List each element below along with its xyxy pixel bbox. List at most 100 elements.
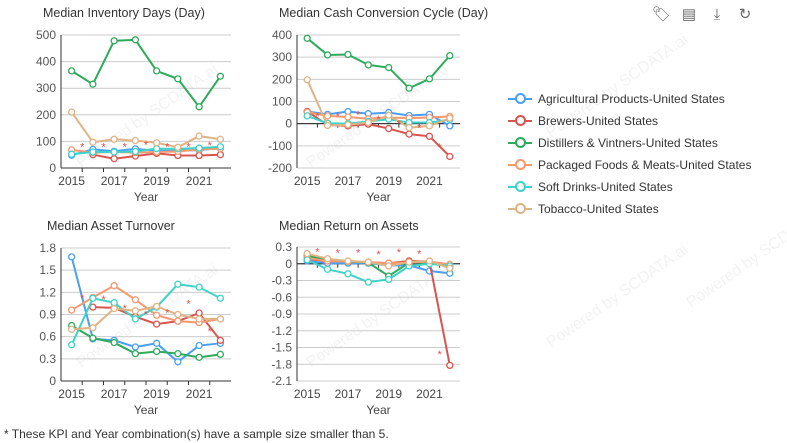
small-sample-marker: * — [144, 309, 149, 321]
x-tick-label: 2021 — [416, 174, 443, 188]
y-tick-label: 300 — [36, 81, 56, 95]
x-tick-label: 2019 — [143, 174, 170, 188]
data-point — [89, 294, 97, 302]
data-point — [131, 36, 140, 44]
data-point — [425, 122, 434, 130]
small-sample-marker: * — [144, 139, 149, 151]
data-point — [67, 108, 76, 116]
data-point — [174, 143, 182, 151]
data-point — [195, 341, 203, 350]
data-point — [152, 139, 161, 147]
y-tick-label: 0 — [49, 161, 56, 175]
data-point — [67, 325, 76, 333]
series-line — [71, 38, 222, 109]
legend-item[interactable]: Distillers & Vintners-United States — [508, 132, 751, 154]
y-tick-label: 0.9 — [39, 308, 56, 322]
legend-item[interactable]: Packaged Foods & Meats-United States — [508, 154, 751, 176]
data-point — [152, 311, 161, 319]
small-sample-marker: * — [315, 246, 320, 258]
data-point — [425, 257, 434, 265]
data-point — [67, 150, 76, 158]
data-point — [110, 37, 118, 45]
data-point — [131, 136, 140, 145]
small-sample-marker: * — [101, 141, 106, 153]
legend-label: Soft Drinks-United States — [538, 180, 673, 194]
tag-icon[interactable]: 🏷 — [652, 6, 672, 23]
chart-3: Median Return on Assets -2.1 -1.8 -1.5 -1.2 -… — [271, 219, 460, 417]
data-point — [385, 124, 393, 133]
x-axis-label: Year — [366, 403, 390, 417]
data-point — [131, 350, 140, 358]
y-tick-label: -100 — [268, 139, 292, 153]
data-point — [303, 76, 311, 84]
legend-label: Tobacco-United States — [538, 202, 659, 216]
small-sample-marker: * — [336, 247, 341, 259]
data-point — [323, 255, 332, 263]
y-tick-label: 0.3 — [275, 240, 292, 254]
x-tick-label: 2021 — [416, 387, 443, 401]
data-point — [364, 258, 372, 266]
small-sample-marker: * — [356, 247, 361, 259]
data-point — [425, 75, 434, 83]
chart-title: Median Cash Conversion Cycle (Day) — [279, 6, 488, 20]
legend-swatch — [508, 115, 532, 126]
data-point — [323, 51, 332, 59]
data-point — [131, 296, 140, 304]
y-tick-label: 500 — [36, 28, 56, 42]
data-point — [131, 307, 140, 315]
data-point — [405, 130, 413, 138]
legend-item[interactable]: Tobacco-United States — [508, 198, 751, 220]
download-icon[interactable]: ⤓ — [713, 6, 721, 23]
data-point — [446, 114, 454, 122]
small-sample-marker: * — [397, 247, 402, 259]
small-sample-marker: * — [315, 111, 320, 123]
data-point — [152, 320, 161, 328]
small-sample-marker: * — [208, 326, 213, 338]
x-tick-label: 2021 — [186, 174, 213, 188]
chart-1: Median Cash Conversion Cycle (Day) -200 -1… — [268, 6, 488, 204]
data-point — [344, 50, 352, 59]
data-point — [216, 315, 225, 323]
y-tick-label: 1.2 — [39, 285, 56, 299]
y-tick-label: -1.2 — [271, 324, 292, 338]
y-tick-label: -0.9 — [271, 307, 292, 321]
x-tick-label: 2017 — [101, 387, 128, 401]
data-point — [195, 103, 203, 111]
data-point — [174, 310, 182, 319]
legend-item[interactable]: Soft Drinks-United States — [508, 176, 751, 198]
small-sample-marker: * — [186, 141, 191, 153]
y-tick-label: -0.3 — [271, 274, 292, 288]
legend-label: Distillers & Vintners-United States — [538, 136, 718, 150]
legend-item[interactable]: Agricultural Products-United States — [508, 88, 751, 110]
data-point — [67, 341, 76, 349]
legend-label: Brewers-United States — [538, 114, 659, 128]
data-view-icon[interactable]: ▤ — [681, 6, 697, 23]
data-point — [110, 135, 118, 143]
y-tick-label: 200 — [272, 72, 292, 86]
x-tick-label: 2015 — [294, 174, 321, 188]
footnote: * These KPI and Year combination(s) have… — [4, 427, 389, 441]
data-point — [67, 306, 76, 314]
y-tick-label: 300 — [272, 50, 292, 64]
y-tick-label: 400 — [36, 55, 56, 69]
chart-0: Median Inventory Days (Day) 0 100 200 300 400… — [36, 6, 231, 204]
legend-swatch — [508, 181, 532, 192]
y-tick-label: -1.8 — [271, 357, 292, 371]
data-point — [385, 262, 393, 270]
small-sample-marker: * — [80, 141, 85, 153]
toolbar: 🏷 ▤ ⤓ ↻ — [652, 6, 754, 24]
legend-item[interactable]: Brewers-United States — [508, 110, 751, 132]
legend-swatch — [508, 137, 532, 148]
data-point — [303, 250, 311, 258]
data-point — [323, 121, 332, 130]
y-tick-label: 200 — [36, 108, 56, 122]
data-point — [110, 282, 118, 290]
data-point — [446, 264, 454, 272]
data-point — [131, 343, 140, 351]
refresh-icon[interactable]: ↻ — [738, 6, 752, 23]
legend-label: Packaged Foods & Meats-United States — [538, 158, 752, 172]
x-tick-label: 2015 — [294, 387, 321, 401]
data-point — [152, 144, 161, 153]
data-point — [385, 275, 393, 284]
